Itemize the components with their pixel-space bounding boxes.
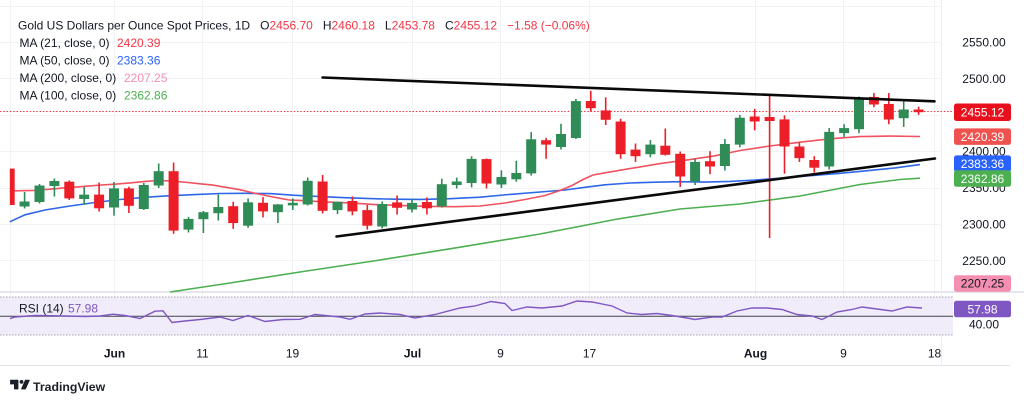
svg-text:TradingView: TradingView (33, 380, 106, 394)
svg-text:2207.25: 2207.25 (961, 277, 1005, 291)
svg-text:9: 9 (497, 346, 504, 360)
svg-text:MA (21, close, 0): MA (21, close, 0) (20, 36, 110, 50)
svg-text:MA (200, close, 0): MA (200, close, 0) (20, 71, 117, 85)
svg-text:Aug: Aug (744, 346, 767, 360)
svg-text:9: 9 (840, 346, 847, 360)
svg-text:MA (50, close, 0): MA (50, close, 0) (20, 53, 110, 67)
svg-text:2420.39: 2420.39 (961, 130, 1005, 144)
svg-text:57.98: 57.98 (68, 302, 98, 316)
svg-text:2250.00: 2250.00 (962, 254, 1006, 268)
svg-text:40.00: 40.00 (969, 318, 999, 332)
svg-text:2420.39: 2420.39 (117, 36, 161, 50)
svg-text:2300.00: 2300.00 (962, 218, 1006, 232)
svg-text:2455.12: 2455.12 (961, 106, 1005, 120)
svg-text:2383.36: 2383.36 (961, 157, 1005, 171)
svg-text:Jul: Jul (404, 346, 421, 360)
svg-text:2383.36: 2383.36 (117, 53, 161, 67)
svg-text:19: 19 (286, 346, 300, 360)
svg-text:RSI (14): RSI (14) (19, 302, 64, 316)
svg-text:18: 18 (928, 346, 942, 360)
svg-text:2550.00: 2550.00 (962, 36, 1006, 50)
svg-text:11: 11 (196, 346, 209, 360)
svg-text:17: 17 (583, 346, 597, 360)
svg-text:Gold US Dollars per Ounce Spot: Gold US Dollars per Ounce Spot Prices, 1… (18, 19, 590, 33)
svg-text:2362.86: 2362.86 (124, 88, 168, 102)
svg-text:MA (100, close, 0): MA (100, close, 0) (20, 88, 117, 102)
svg-text:2207.25: 2207.25 (124, 71, 168, 85)
svg-text:2362.86: 2362.86 (961, 172, 1005, 186)
svg-text:Jun: Jun (104, 346, 125, 360)
svg-text:57.98: 57.98 (967, 302, 997, 316)
svg-text:2400.00: 2400.00 (962, 145, 1006, 159)
svg-text:2500.00: 2500.00 (962, 72, 1006, 86)
